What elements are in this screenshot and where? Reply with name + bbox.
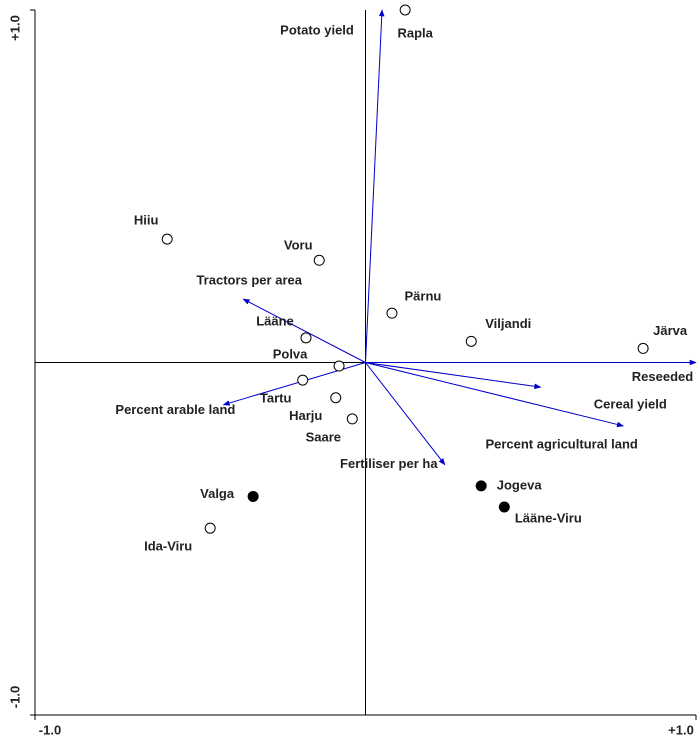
point-label: Viljandi xyxy=(485,316,531,331)
point-label: Valga xyxy=(200,486,235,501)
sample-point xyxy=(297,374,309,386)
point-label: Saare xyxy=(306,429,341,444)
point-label: Pärnu xyxy=(405,289,442,304)
vector-arrow xyxy=(365,362,446,466)
vector-label: Percent agricultural land xyxy=(485,437,637,452)
sample-point xyxy=(161,233,173,245)
sample-point xyxy=(330,392,342,404)
sample-point xyxy=(333,360,345,372)
point-label: Lääne-Viru xyxy=(515,510,582,525)
sample-point xyxy=(204,522,216,534)
point-label: Voru xyxy=(284,238,313,253)
point-label: Harju xyxy=(289,408,322,423)
vector-label: Fertiliser per ha xyxy=(340,456,438,471)
vector-label: Potato yield xyxy=(280,22,354,37)
point-label: Järva xyxy=(653,323,688,338)
point-label: Tartu xyxy=(260,391,292,406)
sample-point xyxy=(399,4,411,16)
vector-label: Reseeded grassland xyxy=(632,369,697,384)
vector-arrow xyxy=(222,362,366,406)
point-label: Hiiu xyxy=(134,213,159,228)
x-tick-label: +1.0 xyxy=(668,722,694,737)
sample-point xyxy=(247,490,259,502)
point-label: Polva xyxy=(273,346,308,361)
sample-point xyxy=(300,332,312,344)
point-label: Jogeva xyxy=(497,477,543,492)
vector-arrow xyxy=(365,9,385,363)
point-label: Rapla xyxy=(397,25,433,40)
vector-label: Cereal yield xyxy=(594,396,667,411)
sample-point xyxy=(637,342,649,354)
sample-point xyxy=(475,480,487,492)
sample-point xyxy=(313,254,325,266)
sample-point xyxy=(498,501,510,513)
vector-arrow xyxy=(242,298,366,363)
vector-arrow xyxy=(365,362,624,428)
y-tick-label: -1.0 xyxy=(7,686,22,708)
sample-point xyxy=(346,413,358,425)
vector-arrow xyxy=(365,362,542,390)
sample-point xyxy=(386,307,398,319)
point-label: Ida-Viru xyxy=(144,539,192,554)
x-tick-label: -1.0 xyxy=(39,722,61,737)
sample-point xyxy=(465,335,477,347)
y-tick-label: +1.0 xyxy=(7,15,22,41)
point-label: Lääne xyxy=(256,313,294,328)
vector-label: Tractors per area xyxy=(196,272,302,287)
vector-label: Percent arable land xyxy=(115,402,235,417)
